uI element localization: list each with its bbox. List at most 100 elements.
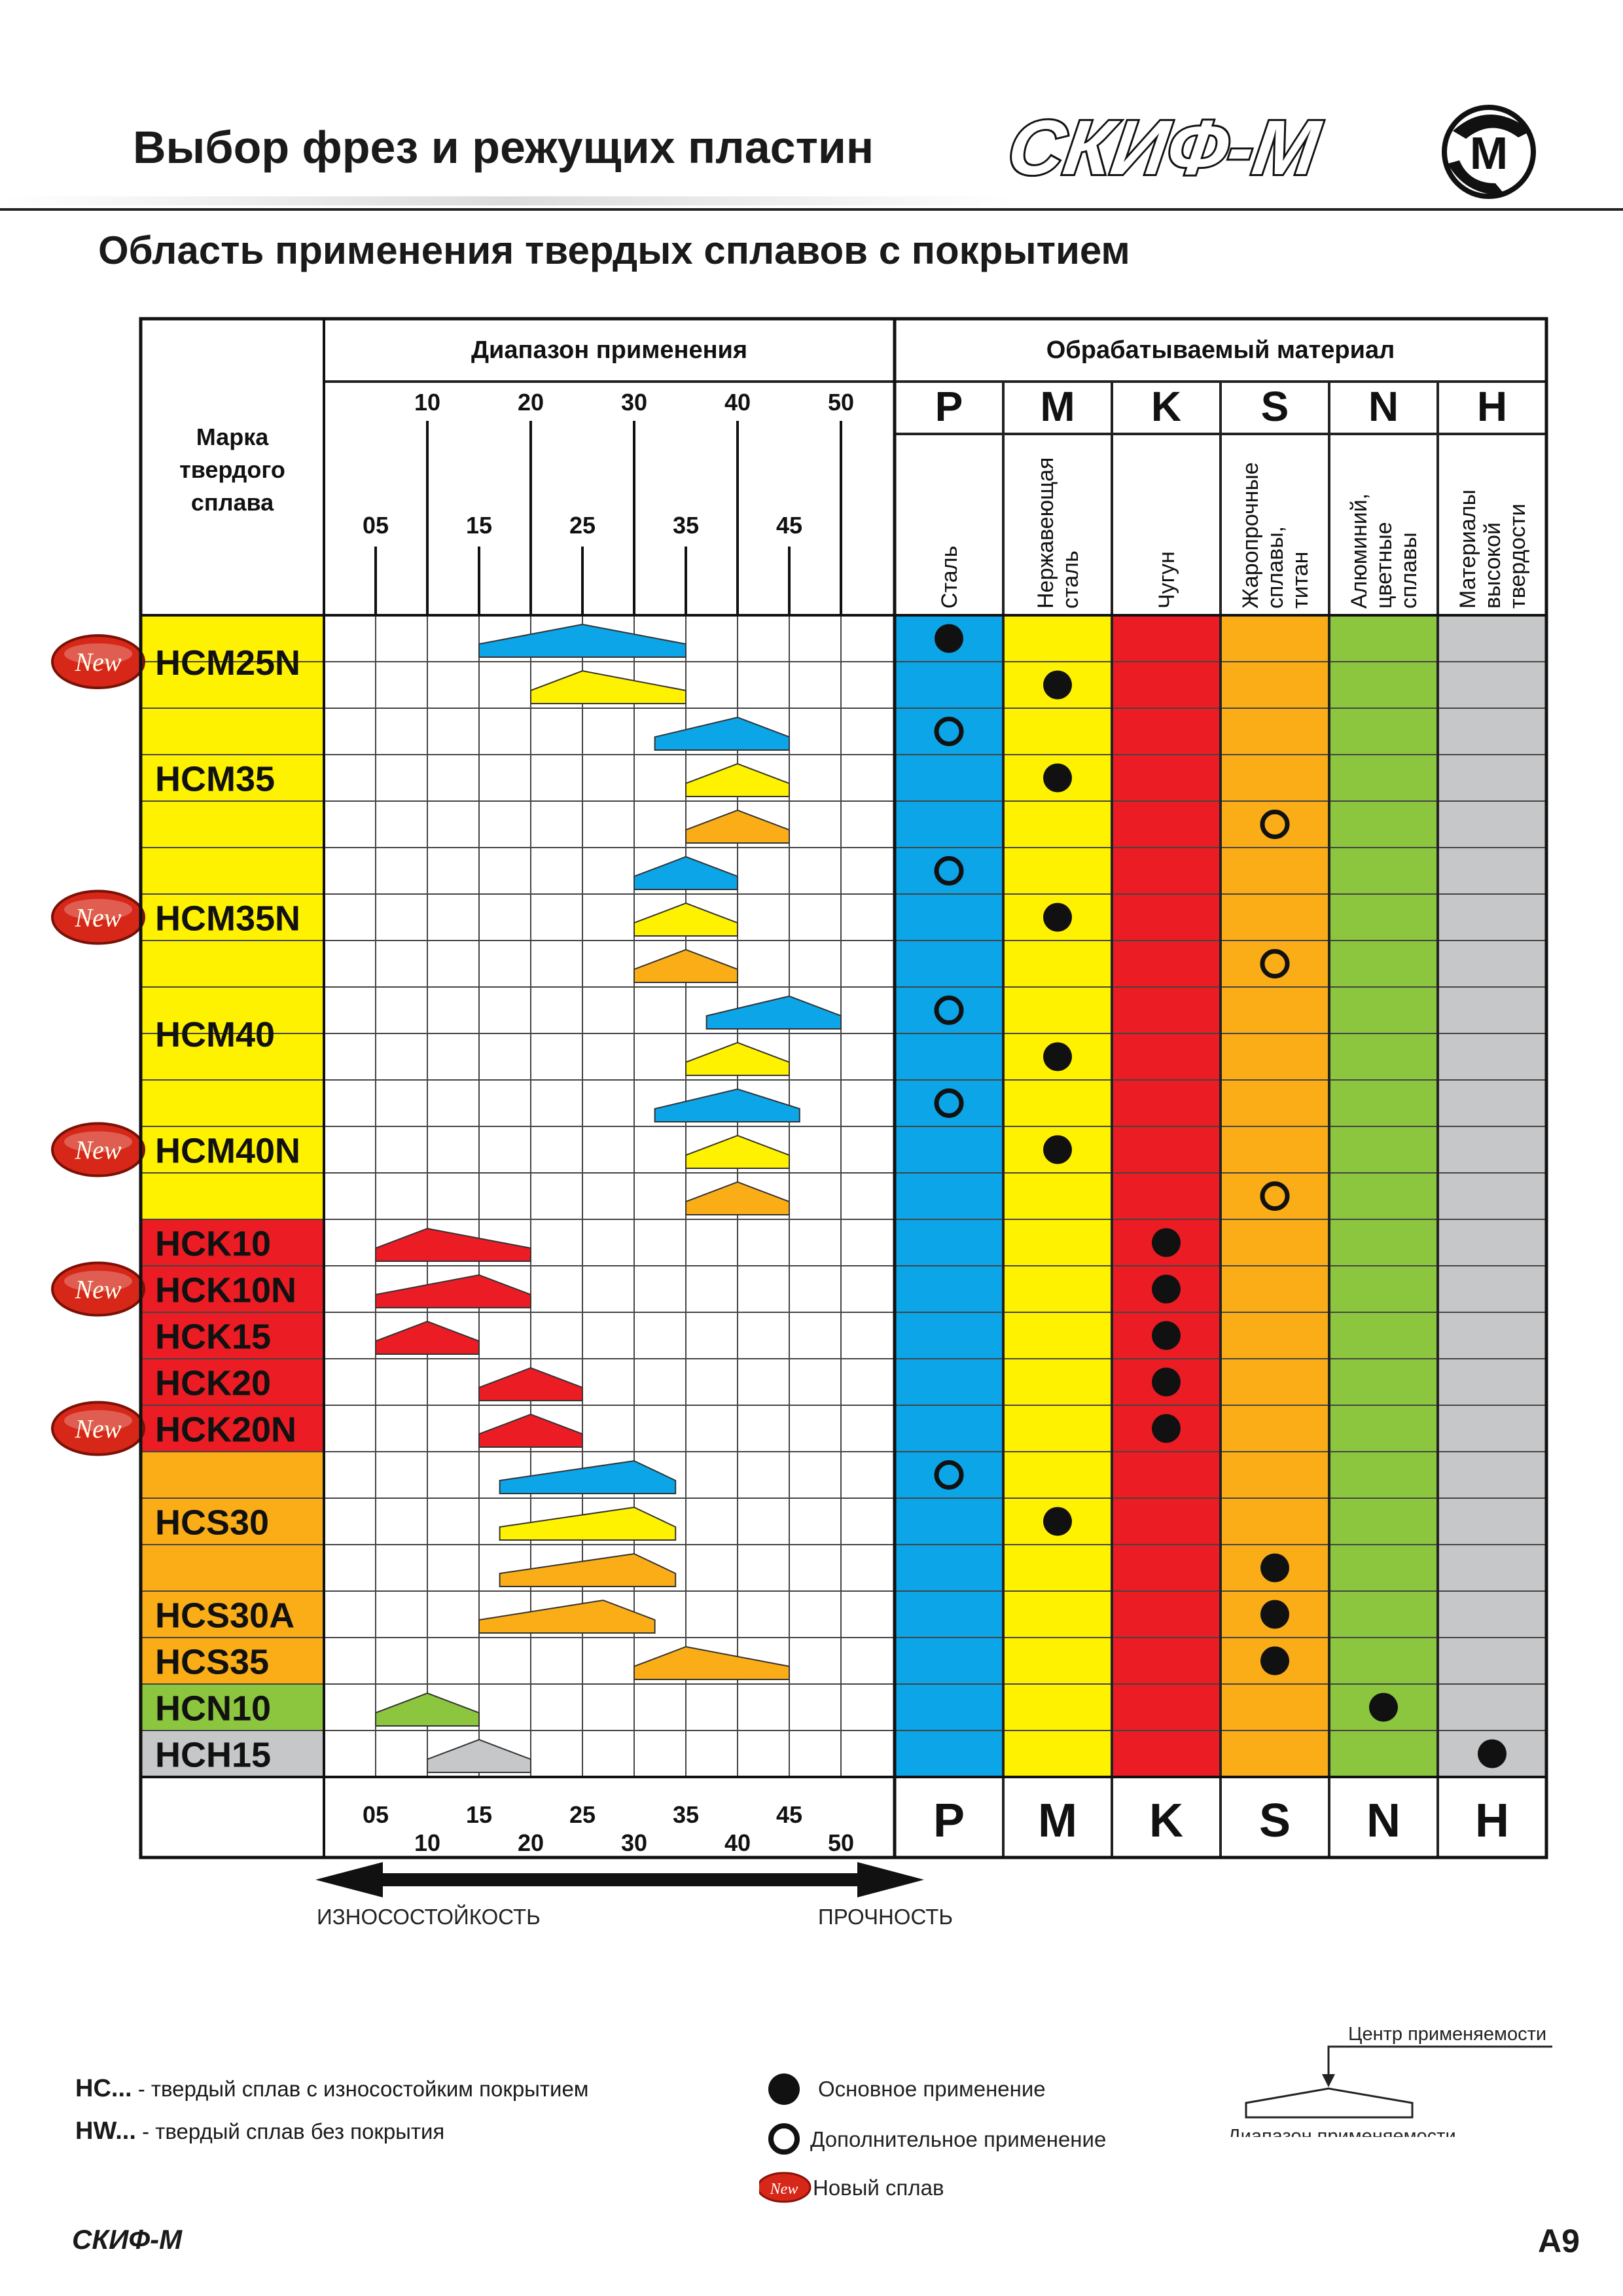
scale-tick-label: 10: [414, 389, 440, 416]
main-use-dot-icon: [1152, 1414, 1181, 1443]
legend-hc-code: HC...: [75, 2075, 132, 2102]
scale-tick-label: 15: [466, 512, 492, 539]
scale-tick-label: 50: [828, 389, 854, 416]
legend-hw-code: HW...: [75, 2117, 136, 2145]
main-use-dot-icon: [1152, 1367, 1181, 1397]
extra-use-circle-icon: [768, 2123, 800, 2155]
application-range-shape: [375, 1274, 531, 1308]
material-name-line: сталь: [1058, 550, 1083, 609]
material-code-top: N: [1368, 383, 1399, 430]
application-range-shape: [499, 1460, 677, 1494]
new-badge-text: New: [74, 903, 121, 933]
main-use-dot-icon: [1260, 1553, 1289, 1583]
extra-use-circle-icon: [934, 1460, 964, 1490]
scale-tick-label: 25: [569, 512, 596, 539]
grade-name: HCS30: [155, 1503, 269, 1543]
material-header: Обрабатываемый материал: [1046, 336, 1395, 364]
grade-name: HCM40N: [155, 1132, 300, 1171]
legend-new-alloy: Новый сплав: [813, 2176, 944, 2200]
range-shape-icon: [1245, 2087, 1414, 2119]
grade-cell-hcs30a: [141, 1591, 324, 1638]
table-border: [139, 317, 1548, 1859]
application-range-shape: [685, 1181, 790, 1215]
new-badge-ellipse: [51, 1401, 145, 1456]
scale-bottom-label: 35: [673, 1801, 699, 1828]
material-name-line: сплавы,: [1263, 526, 1288, 609]
material-code-bottom: P: [933, 1795, 965, 1847]
grade-cell-hck20n: [141, 1405, 324, 1452]
legend-center-label: Центр применяемости: [1348, 2024, 1546, 2045]
new-badge-icon: New: [51, 1261, 145, 1317]
new-badge-icon: New: [51, 889, 145, 945]
legend-hw: HW... - твердый сплав без покрытия: [75, 2117, 444, 2145]
extra-use-circle-icon: [1260, 949, 1290, 978]
extra-use-circle-icon: [934, 996, 964, 1025]
grade-column-header: сплава: [191, 489, 274, 516]
material-name-line: Алюминий,: [1347, 493, 1372, 609]
application-range-shape: [478, 1599, 656, 1634]
material-name-line: Чугун: [1154, 551, 1179, 609]
material-name-line: сплавы: [1397, 532, 1421, 609]
new-badge-shine: [64, 899, 132, 920]
header-rule: [0, 208, 1623, 211]
center-pointer-line: [1327, 2045, 1552, 2079]
application-range-shape: [530, 670, 687, 704]
page-title: Выбор фрез и режущих пластин: [133, 122, 874, 173]
grade-cell-hcm35: [141, 708, 324, 848]
material-column-n: [1329, 615, 1438, 1777]
extra-use-circle-icon: [934, 856, 964, 886]
application-range-shape: [685, 1041, 790, 1076]
material-name-line: твердости: [1505, 503, 1530, 609]
grade-cell-hck15: [141, 1312, 324, 1359]
application-range-shape: [499, 1552, 677, 1587]
scale-tick-label: 35: [673, 512, 699, 539]
application-range-shape: [375, 1692, 480, 1727]
main-use-dot-icon: [1152, 1274, 1181, 1304]
extra-use-circle-icon: [1260, 1181, 1290, 1211]
legend-main-use: Основное применение: [818, 2077, 1046, 2101]
scale-bottom-label: 25: [569, 1801, 596, 1828]
application-range-shape: [685, 762, 790, 797]
grade-name: HCK10: [155, 1225, 271, 1264]
grade-name: HCK10N: [155, 1271, 296, 1310]
wear-toughness-arrow: ИЗНОСОСТОЙКОСТЬ ПРОЧНОСТЬ: [315, 1862, 953, 1929]
grade-cell-hck10n: [141, 1266, 324, 1312]
scale-bottom-label: 50: [828, 1829, 854, 1856]
application-range-shape: [633, 855, 738, 890]
main-use-dot-icon: [1043, 670, 1072, 700]
new-badge-shine: [64, 1131, 132, 1153]
main-use-dot-icon: [1152, 1228, 1181, 1257]
extra-use-circle-icon: [934, 1088, 964, 1118]
material-column-p: [895, 615, 1003, 1777]
material-name-line: Сталь: [937, 546, 962, 609]
page-number: A9: [1538, 2223, 1580, 2259]
grade-name: HCM35N: [155, 899, 300, 939]
material-code-top: S: [1261, 383, 1289, 430]
skif-m-logo: СКИФ-М M: [1008, 103, 1536, 199]
grade-name: HCS35: [155, 1643, 269, 1682]
grade-name: HCM40: [155, 1015, 275, 1054]
new-badge-ellipse: [51, 889, 145, 945]
logo-mark: M: [1470, 128, 1508, 179]
material-code-bottom: S: [1259, 1795, 1291, 1847]
application-range-shape: [685, 809, 790, 844]
material-column-s: [1221, 615, 1329, 1777]
arrow-right-label: ПРОЧНОСТЬ: [818, 1905, 953, 1929]
grade-name: HCM35: [155, 760, 275, 799]
scale-tick-label: 30: [621, 389, 647, 416]
application-range-shape: [478, 623, 687, 658]
main-use-dot-icon: [768, 2073, 800, 2105]
main-use-dot-icon: [1043, 1507, 1072, 1536]
main-use-dot-icon: [1043, 1042, 1072, 1071]
application-range-shape: [654, 1088, 800, 1122]
material-code-top: P: [935, 383, 963, 430]
svg-text:New: New: [770, 2181, 798, 2198]
new-badge-text: New: [74, 1414, 121, 1444]
grade-name: HCS30A: [155, 1596, 294, 1636]
new-badge-text: New: [74, 647, 121, 677]
center-pointer-arrow-icon: [1322, 2074, 1335, 2087]
scale-bottom-label: 05: [363, 1801, 389, 1828]
material-code-top: K: [1151, 383, 1181, 430]
material-column-k: [1112, 615, 1221, 1777]
